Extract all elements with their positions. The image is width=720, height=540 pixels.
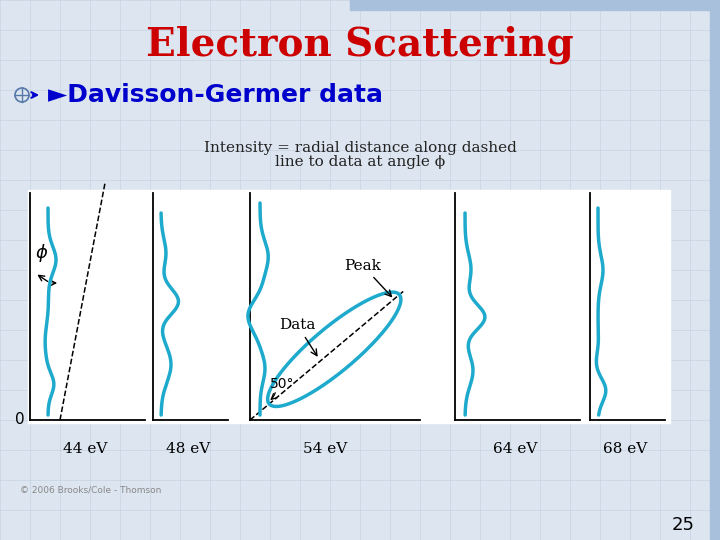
Text: 68 eV: 68 eV <box>603 442 647 456</box>
Text: 0: 0 <box>15 413 25 428</box>
Text: Electron Scattering: Electron Scattering <box>146 26 574 64</box>
Text: ►Davisson-Germer data: ►Davisson-Germer data <box>48 83 383 107</box>
Text: © 2006 Brooks/Cole - Thomson: © 2006 Brooks/Cole - Thomson <box>20 485 161 495</box>
Text: line to data at angle ϕ: line to data at angle ϕ <box>275 155 445 169</box>
Text: 44 eV: 44 eV <box>63 442 107 456</box>
Text: 48 eV: 48 eV <box>166 442 210 456</box>
Bar <box>28 190 670 423</box>
Text: $\phi$: $\phi$ <box>35 242 49 264</box>
Bar <box>710 0 720 540</box>
Text: 25: 25 <box>672 516 695 534</box>
Text: 50°: 50° <box>270 377 294 391</box>
Text: Intensity = radial distance along dashed: Intensity = radial distance along dashed <box>204 141 516 155</box>
Text: Peak: Peak <box>344 259 392 296</box>
Text: 54 eV: 54 eV <box>303 442 347 456</box>
Bar <box>350 0 720 10</box>
Text: 64 eV: 64 eV <box>492 442 537 456</box>
Text: Data: Data <box>279 318 317 356</box>
